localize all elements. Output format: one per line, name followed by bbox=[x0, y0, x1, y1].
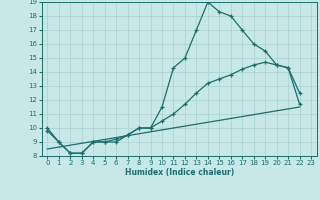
X-axis label: Humidex (Indice chaleur): Humidex (Indice chaleur) bbox=[124, 168, 234, 177]
